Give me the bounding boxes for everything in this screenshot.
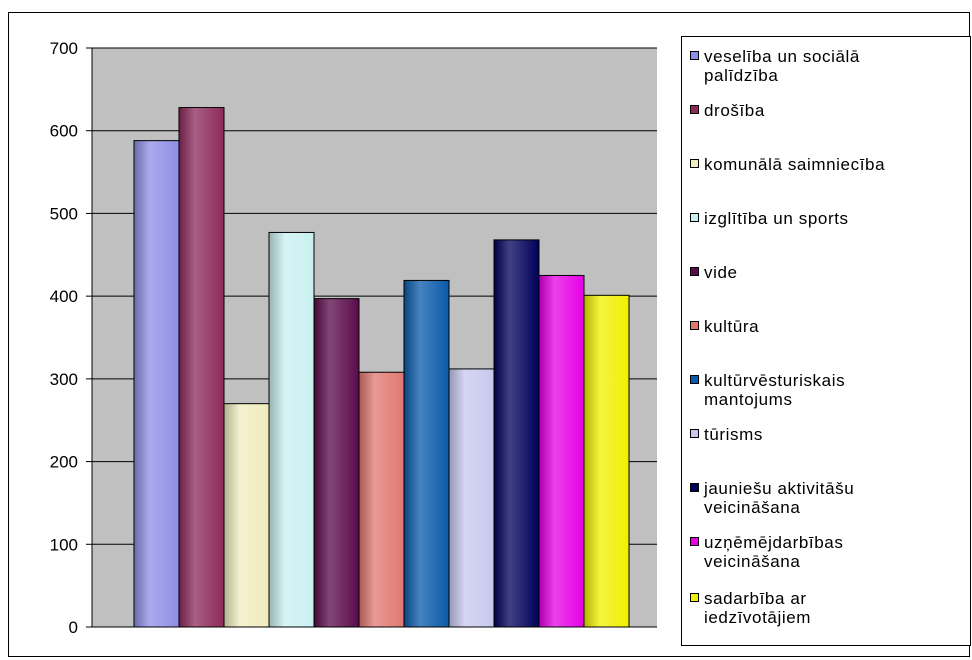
y-tick-label: 200 bbox=[50, 453, 78, 472]
legend-item: komunālā saimniecība bbox=[690, 155, 972, 174]
legend-item: izglītība un sports bbox=[690, 209, 972, 228]
legend-label: uzņēmējdarbības veicināšana bbox=[704, 533, 844, 571]
legend-swatch bbox=[690, 159, 699, 168]
legend-item: sadarbība ar iedzīvotājiem bbox=[690, 589, 972, 627]
legend-label: jauniešu aktivitāšu veicināšana bbox=[704, 479, 855, 517]
bar bbox=[268, 231, 315, 628]
legend-item: jauniešu aktivitāšu veicināšana bbox=[690, 479, 972, 517]
legend-label: komunālā saimniecība bbox=[704, 155, 886, 174]
legend-item: drošība bbox=[690, 101, 972, 120]
y-tick-label: 600 bbox=[50, 122, 78, 141]
legend-swatch bbox=[690, 537, 699, 546]
bar bbox=[448, 368, 495, 628]
bar bbox=[313, 298, 360, 628]
legend-item: kultūra bbox=[690, 317, 972, 336]
legend-item: tūrisms bbox=[690, 425, 972, 444]
legend-swatch bbox=[690, 593, 699, 602]
bar bbox=[133, 140, 180, 628]
legend-swatch bbox=[690, 483, 699, 492]
legend-swatch bbox=[690, 51, 699, 60]
legend-swatch bbox=[690, 429, 699, 438]
y-tick-label: 300 bbox=[50, 370, 78, 389]
bar bbox=[583, 294, 630, 628]
legend-label: tūrisms bbox=[704, 425, 763, 444]
y-tick-label: 0 bbox=[69, 618, 78, 637]
legend-swatch bbox=[690, 321, 699, 330]
bars bbox=[133, 107, 630, 628]
legend-swatch bbox=[690, 267, 699, 276]
y-tick-label: 700 bbox=[50, 39, 78, 58]
y-tick-label: 500 bbox=[50, 204, 78, 223]
y-tick-label: 400 bbox=[50, 287, 78, 306]
bar bbox=[223, 403, 270, 628]
legend: veselība un sociālā palīdzība drošība komu… bbox=[681, 36, 971, 646]
y-tick-label: 100 bbox=[50, 535, 78, 554]
legend-label: sadarbība ar iedzīvotājiem bbox=[704, 589, 812, 627]
bar bbox=[493, 239, 540, 628]
legend-label: kultūrvēsturiskais mantojums bbox=[704, 371, 846, 409]
legend-label: izglītība un sports bbox=[704, 209, 849, 228]
legend-item: vide bbox=[690, 263, 972, 282]
legend-label: vide bbox=[704, 263, 738, 282]
bar bbox=[358, 371, 405, 628]
legend-swatch bbox=[690, 105, 699, 114]
legend-swatch bbox=[690, 213, 699, 222]
legend-item: veselība un sociālā palīdzība bbox=[690, 47, 972, 85]
bar bbox=[178, 107, 225, 628]
legend-item: kultūrvēsturiskais mantojums bbox=[690, 371, 972, 409]
bar bbox=[538, 274, 585, 628]
legend-item: uzņēmējdarbības veicināšana bbox=[690, 533, 972, 571]
legend-label: veselība un sociālā palīdzība bbox=[704, 47, 860, 85]
legend-swatch bbox=[690, 375, 699, 384]
legend-label: kultūra bbox=[704, 317, 760, 336]
bar bbox=[403, 279, 450, 628]
y-axis-ticks: 0 100 200 300 400 500 600 700 bbox=[50, 39, 92, 637]
legend-label: drošība bbox=[704, 101, 765, 120]
